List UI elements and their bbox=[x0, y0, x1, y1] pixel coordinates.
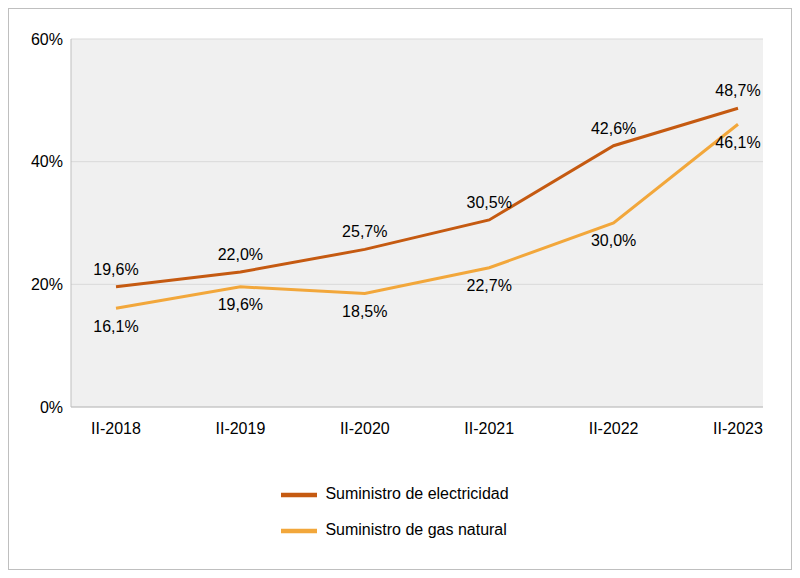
html-text:Suministro de electricidad: Suministro de electricidad bbox=[325, 485, 509, 503]
svg-text:22,7%: 22,7% bbox=[467, 277, 512, 294]
svg-text:19,6%: 19,6% bbox=[93, 261, 138, 278]
svg-text:25,7%: 25,7% bbox=[342, 223, 387, 240]
svg-text:18,5%: 18,5% bbox=[342, 303, 387, 320]
svg-text:II-2023: II-2023 bbox=[713, 420, 763, 437]
html-text:Suministro de gas natural: Suministro de gas natural bbox=[325, 521, 507, 539]
svg-text:30,5%: 30,5% bbox=[467, 194, 512, 211]
svg-text:II-2018: II-2018 bbox=[91, 420, 141, 437]
svg-text:22,0%: 22,0% bbox=[218, 246, 263, 263]
svg-text:30,0%: 30,0% bbox=[591, 232, 636, 249]
svg-text:46,1%: 46,1% bbox=[715, 134, 760, 151]
svg-text:42,6%: 42,6% bbox=[591, 120, 636, 137]
svg-text:II-2020: II-2020 bbox=[340, 420, 390, 437]
svg-text:II-2021: II-2021 bbox=[464, 420, 514, 437]
svg-text:48,7%: 48,7% bbox=[715, 82, 760, 99]
svg-text:19,6%: 19,6% bbox=[218, 296, 263, 313]
svg-text:0%: 0% bbox=[40, 399, 63, 416]
svg-text:40%: 40% bbox=[31, 153, 63, 170]
svg-text:II-2019: II-2019 bbox=[215, 420, 265, 437]
svg-text:II-2022: II-2022 bbox=[589, 420, 639, 437]
svg-text:16,1%: 16,1% bbox=[93, 318, 138, 335]
svg-text:60%: 60% bbox=[31, 31, 63, 48]
svg-text:20%: 20% bbox=[31, 276, 63, 293]
